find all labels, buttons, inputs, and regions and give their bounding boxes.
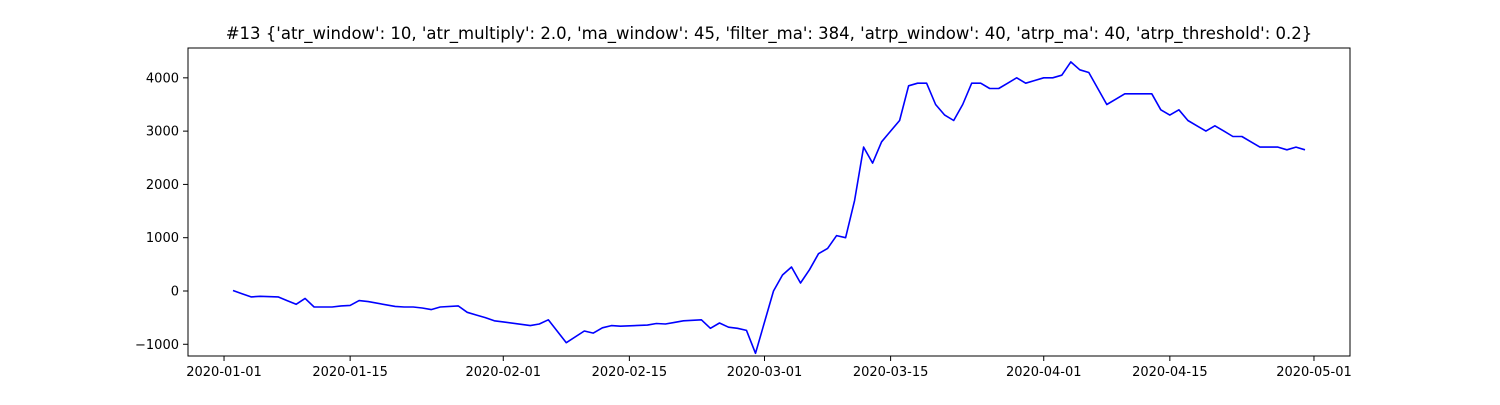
x-tick-label: 2020-04-15 xyxy=(1132,365,1208,380)
x-tick-label: 2020-03-01 xyxy=(727,365,803,380)
x-tick-label: 2020-04-01 xyxy=(1006,365,1082,380)
x-tick-label: 2020-05-01 xyxy=(1276,365,1352,380)
y-tick-label: 0 xyxy=(171,284,179,299)
series-line-0 xyxy=(232,61,1306,355)
x-tick-label: 2020-01-15 xyxy=(312,365,388,380)
y-tick-label: 1000 xyxy=(146,231,179,246)
x-tick-label: 2020-02-15 xyxy=(592,365,668,380)
plot-area xyxy=(232,61,1306,355)
y-tick-label: 3000 xyxy=(146,125,179,140)
x-tick-label: 2020-03-15 xyxy=(853,365,929,380)
x-tick-label: 2020-02-01 xyxy=(465,365,541,380)
plot-frame xyxy=(187,47,1351,357)
chart-title: #13 {'atr_window': 10, 'atr_multiply': 2… xyxy=(226,24,1313,44)
x-tick-label: 2020-01-01 xyxy=(186,365,262,380)
y-tick-label: 2000 xyxy=(146,178,179,193)
y-tick-label: 4000 xyxy=(146,71,179,86)
axes: 2020-01-01 2020-01-15 2020-02-01 2020-02-15… xyxy=(135,47,1352,380)
y-tick-label: −1000 xyxy=(135,338,179,353)
